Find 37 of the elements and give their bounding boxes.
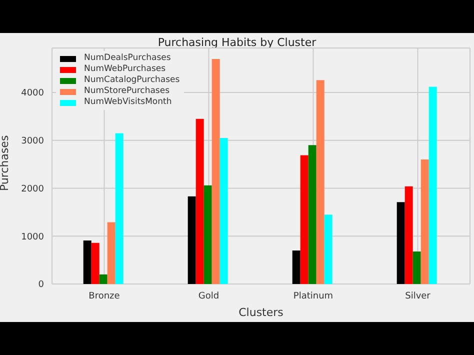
bar — [107, 222, 116, 284]
y-axis-title: Purchases — [0, 135, 11, 191]
bar — [300, 155, 308, 284]
x-tick-label: Gold — [198, 291, 220, 302]
bar — [196, 118, 204, 284]
x-tick-label: Platinum — [293, 291, 334, 302]
bar — [292, 250, 300, 284]
bar — [412, 251, 421, 284]
bar — [188, 196, 196, 284]
x-tick-label: Silver — [405, 291, 431, 302]
x-axis-title: Clusters — [238, 306, 284, 319]
bar — [420, 160, 429, 284]
bar — [204, 185, 212, 284]
y-tick-label: 1000 — [21, 232, 44, 242]
y-tick-label: 2000 — [21, 184, 44, 194]
bar — [396, 202, 405, 284]
legend-label: NumStorePurchases — [84, 86, 170, 97]
bar — [324, 214, 332, 284]
chart-title: Purchasing Habits by Cluster — [156, 36, 318, 49]
y-tick-label: 3000 — [21, 136, 44, 147]
bar — [428, 86, 437, 284]
bar — [308, 145, 316, 284]
bar — [91, 242, 100, 284]
bar — [115, 133, 124, 284]
y-tick-label: 0 — [38, 280, 44, 290]
bar — [404, 186, 413, 284]
x-tick-label: Bronze — [88, 291, 120, 302]
bar — [212, 59, 220, 284]
bar — [83, 240, 92, 284]
legend-label: NumCatalogPurchases — [84, 75, 180, 86]
bar — [220, 138, 228, 284]
legend-label: NumDealsPurchases — [84, 53, 171, 64]
bar — [99, 274, 108, 284]
y-tick-label: 4000 — [21, 88, 44, 99]
legend-label: NumWebPurchases — [84, 64, 166, 75]
bar — [316, 80, 324, 284]
legend-label: NumWebVisitsMonth — [84, 97, 172, 108]
